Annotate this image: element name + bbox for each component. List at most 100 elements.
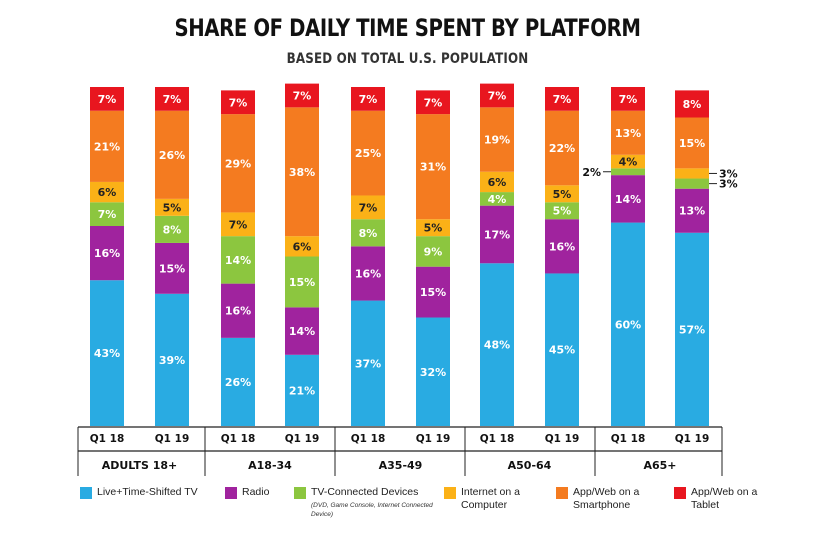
legend-label-radio: Radio (242, 486, 270, 498)
legend-swatch-tv (80, 487, 92, 499)
data-label: 22% (549, 142, 575, 155)
group-label: A50-64 (508, 459, 552, 472)
bar-segment (221, 90, 255, 115)
data-label: 7% (553, 93, 572, 106)
data-label: 45% (549, 344, 575, 357)
data-label: 7% (359, 201, 378, 214)
bar-segment (221, 236, 255, 284)
bar-segment (221, 212, 255, 237)
data-label: 15% (420, 286, 446, 299)
data-label: 14% (615, 193, 641, 206)
category-label: Q1 18 (90, 433, 125, 445)
bar-segment (675, 168, 709, 179)
bar-segment (611, 154, 645, 169)
bar-segment (545, 219, 579, 274)
data-label: 15% (159, 262, 185, 275)
bar-segment (416, 317, 450, 426)
data-label: 7% (229, 96, 248, 109)
bar-segment (351, 219, 385, 247)
data-label: 37% (355, 357, 381, 370)
data-label: 21% (94, 140, 120, 153)
data-label: 6% (488, 176, 507, 189)
bar-segment (675, 117, 709, 169)
data-label: 16% (355, 267, 381, 280)
bar-segment (285, 354, 319, 426)
chart-title: SHARE OF DAILY TIME SPENT BY PLATFORM (174, 14, 641, 42)
bar-segment (285, 83, 319, 108)
bar-segment (285, 236, 319, 257)
data-label: 14% (289, 325, 315, 338)
data-label: 60% (615, 318, 641, 331)
data-label: 19% (484, 134, 510, 147)
bar-segment (221, 337, 255, 426)
data-label: 26% (225, 376, 251, 389)
bar-segment (416, 114, 450, 220)
data-label: 8% (359, 227, 378, 240)
data-label: 7% (293, 89, 312, 102)
bar-segment (545, 202, 579, 220)
bar-segment (351, 246, 385, 301)
data-label: 5% (163, 201, 182, 214)
legend-label-tv-connected: TV-Connected Devices (311, 486, 419, 498)
group-label: A65+ (643, 459, 676, 472)
data-label: 29% (225, 157, 251, 170)
data-label: 31% (420, 161, 446, 174)
legend-label-computer: Internet on a Computer (461, 486, 520, 511)
data-label: 2% (582, 166, 601, 179)
bar-segment (480, 107, 514, 172)
bar-segment (611, 87, 645, 111)
bar-segment (545, 185, 579, 203)
data-label: 14% (225, 254, 251, 267)
data-label: 39% (159, 354, 185, 367)
data-label: 25% (355, 147, 381, 160)
data-label: 9% (424, 245, 443, 258)
bar-segment (675, 90, 709, 118)
bar-segment (480, 192, 514, 206)
data-label: 5% (424, 222, 443, 235)
bar-segment (155, 87, 189, 111)
bar-segment (480, 205, 514, 264)
category-label: Q1 18 (611, 433, 646, 445)
bar-segment (90, 181, 124, 203)
data-label: 5% (553, 205, 572, 218)
bar-segment (351, 87, 385, 111)
data-label: 32% (420, 366, 446, 379)
data-label: 5% (553, 188, 572, 201)
data-label: 7% (359, 93, 378, 106)
bar-segment (545, 273, 579, 426)
data-label: 57% (679, 323, 705, 336)
data-label: 15% (679, 137, 705, 150)
data-label: 13% (615, 127, 641, 140)
bar-segment (90, 225, 124, 281)
chart-subtitle: BASED ON TOTAL U.S. POPULATION (286, 51, 529, 67)
legend-swatch-tv-connected (294, 487, 306, 499)
bar-segment (675, 188, 709, 233)
data-label: 4% (488, 193, 507, 206)
data-label: 4% (619, 156, 638, 169)
bar-segment (611, 175, 645, 223)
bar-segment (480, 83, 514, 108)
bar-segment (90, 280, 124, 426)
category-label: Q1 18 (480, 433, 515, 445)
bar-segment (90, 87, 124, 111)
data-label: 8% (683, 98, 702, 111)
data-label: 16% (225, 305, 251, 318)
legend-label-tablet: App/Web on a Tablet (691, 486, 758, 511)
data-label: 7% (619, 93, 638, 106)
data-label: 3% (719, 167, 738, 180)
bar-segment (480, 263, 514, 426)
group-label: A18-34 (248, 459, 292, 472)
bar-segment (285, 107, 319, 237)
legend-note-tv-connected: (DVD, Game Console, Internet Connected D… (311, 502, 433, 518)
category-label: Q1 18 (351, 433, 386, 445)
bar-segment (155, 215, 189, 243)
data-label: 7% (488, 89, 507, 102)
bar-segment (90, 110, 124, 182)
data-label: 7% (424, 96, 443, 109)
legend-swatch-radio (225, 487, 237, 499)
bar-segment (480, 171, 514, 193)
data-label: 7% (163, 93, 182, 106)
data-label: 38% (289, 166, 315, 179)
data-label: 48% (484, 339, 510, 352)
legend-swatch-tablet (674, 487, 686, 499)
